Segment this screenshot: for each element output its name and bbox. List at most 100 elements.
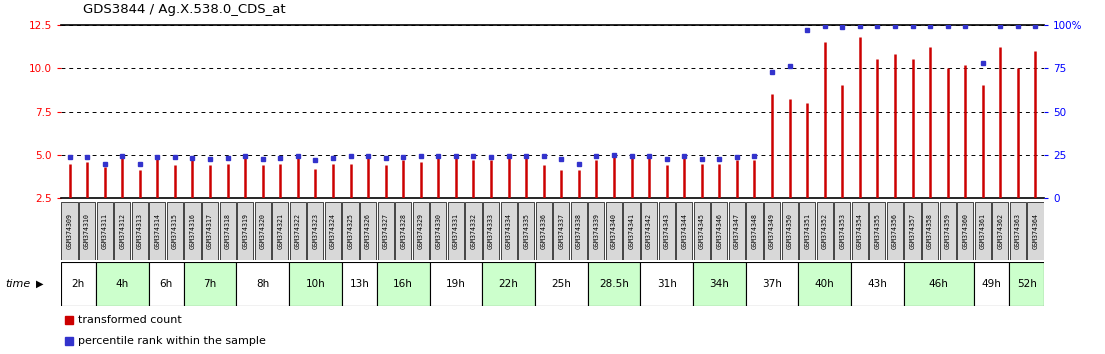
Text: GSM374335: GSM374335 bbox=[523, 213, 529, 249]
Bar bbox=[641, 202, 657, 259]
Text: GSM374340: GSM374340 bbox=[611, 213, 617, 249]
Bar bbox=[852, 202, 867, 259]
Bar bbox=[290, 262, 341, 306]
Bar bbox=[764, 202, 780, 259]
Text: 31h: 31h bbox=[656, 279, 676, 289]
Bar bbox=[799, 202, 815, 259]
Bar bbox=[220, 202, 235, 259]
Bar bbox=[272, 202, 288, 259]
Bar bbox=[236, 262, 290, 306]
Bar bbox=[183, 262, 236, 306]
Text: 37h: 37h bbox=[762, 279, 782, 289]
Text: GSM374332: GSM374332 bbox=[471, 213, 476, 249]
Bar bbox=[729, 202, 745, 259]
Text: GSM374342: GSM374342 bbox=[646, 213, 652, 249]
Text: GSM374311: GSM374311 bbox=[102, 213, 107, 249]
Text: 43h: 43h bbox=[867, 279, 887, 289]
Bar bbox=[975, 202, 991, 259]
Text: transformed count: transformed count bbox=[78, 315, 182, 325]
Bar bbox=[659, 202, 675, 259]
Bar bbox=[922, 202, 938, 259]
Text: time: time bbox=[6, 279, 31, 289]
Text: GSM374341: GSM374341 bbox=[629, 213, 634, 249]
Text: GSM374355: GSM374355 bbox=[874, 213, 881, 249]
Bar bbox=[483, 202, 499, 259]
Text: 22h: 22h bbox=[498, 279, 518, 289]
Bar bbox=[412, 202, 429, 259]
Text: 25h: 25h bbox=[551, 279, 571, 289]
Bar bbox=[61, 262, 96, 306]
Bar bbox=[536, 202, 551, 259]
Text: GSM374309: GSM374309 bbox=[66, 213, 73, 249]
Bar bbox=[62, 202, 77, 259]
Text: 10h: 10h bbox=[306, 279, 325, 289]
Bar bbox=[957, 202, 974, 259]
Text: GSM374327: GSM374327 bbox=[382, 213, 389, 249]
Text: 4h: 4h bbox=[116, 279, 129, 289]
Bar bbox=[606, 202, 622, 259]
Bar bbox=[1010, 202, 1025, 259]
Text: GSM374353: GSM374353 bbox=[840, 213, 845, 249]
Bar bbox=[1009, 262, 1044, 306]
Bar bbox=[238, 202, 253, 259]
Text: GSM374358: GSM374358 bbox=[927, 213, 933, 249]
Bar bbox=[501, 202, 517, 259]
Text: GSM374363: GSM374363 bbox=[1014, 213, 1021, 249]
Bar bbox=[904, 202, 920, 259]
Text: 28.5h: 28.5h bbox=[599, 279, 629, 289]
Text: GSM374330: GSM374330 bbox=[435, 213, 441, 249]
Bar bbox=[185, 202, 201, 259]
Bar bbox=[676, 202, 693, 259]
Text: 40h: 40h bbox=[814, 279, 834, 289]
Bar bbox=[377, 262, 430, 306]
Bar bbox=[992, 202, 1009, 259]
Bar bbox=[588, 202, 604, 259]
Bar bbox=[588, 262, 640, 306]
Text: 49h: 49h bbox=[981, 279, 1001, 289]
Bar bbox=[694, 202, 709, 259]
Bar bbox=[712, 202, 727, 259]
Bar bbox=[360, 202, 376, 259]
Bar bbox=[623, 202, 640, 259]
Bar bbox=[870, 202, 885, 259]
Text: 2h: 2h bbox=[72, 279, 85, 289]
Text: GSM374336: GSM374336 bbox=[540, 213, 547, 249]
Bar bbox=[378, 202, 393, 259]
Bar bbox=[341, 262, 377, 306]
Text: GSM374349: GSM374349 bbox=[769, 213, 775, 249]
Bar bbox=[148, 262, 183, 306]
Bar bbox=[325, 202, 341, 259]
Text: GSM374323: GSM374323 bbox=[313, 213, 318, 249]
Text: GSM374325: GSM374325 bbox=[348, 213, 354, 249]
Text: GSM374328: GSM374328 bbox=[400, 213, 407, 249]
Text: GSM374360: GSM374360 bbox=[962, 213, 968, 249]
Bar bbox=[554, 202, 569, 259]
Text: GSM374350: GSM374350 bbox=[787, 213, 792, 249]
Text: GSM374310: GSM374310 bbox=[84, 213, 91, 249]
Text: GSM374329: GSM374329 bbox=[418, 213, 424, 249]
Bar bbox=[430, 262, 482, 306]
Bar bbox=[202, 202, 218, 259]
Bar bbox=[96, 262, 148, 306]
Text: GSM374314: GSM374314 bbox=[155, 213, 160, 249]
Text: GSM374326: GSM374326 bbox=[365, 213, 371, 249]
Text: GSM374351: GSM374351 bbox=[804, 213, 810, 249]
Bar bbox=[80, 202, 95, 259]
Text: GSM374356: GSM374356 bbox=[892, 213, 898, 249]
Text: GSM374317: GSM374317 bbox=[207, 213, 213, 249]
Bar bbox=[518, 202, 534, 259]
Bar bbox=[571, 202, 587, 259]
Text: GSM374361: GSM374361 bbox=[980, 213, 986, 249]
Text: GDS3844 / Ag.X.538.0_CDS_at: GDS3844 / Ag.X.538.0_CDS_at bbox=[83, 3, 285, 16]
Bar bbox=[887, 202, 903, 259]
Text: GSM374324: GSM374324 bbox=[330, 213, 336, 249]
Text: GSM374338: GSM374338 bbox=[576, 213, 582, 249]
Bar bbox=[396, 202, 411, 259]
Bar bbox=[693, 262, 746, 306]
Text: 13h: 13h bbox=[349, 279, 369, 289]
Text: 52h: 52h bbox=[1017, 279, 1036, 289]
Bar bbox=[430, 202, 446, 259]
Text: GSM374344: GSM374344 bbox=[681, 213, 687, 249]
Text: GSM374320: GSM374320 bbox=[260, 213, 265, 249]
Text: GSM374347: GSM374347 bbox=[734, 213, 740, 249]
